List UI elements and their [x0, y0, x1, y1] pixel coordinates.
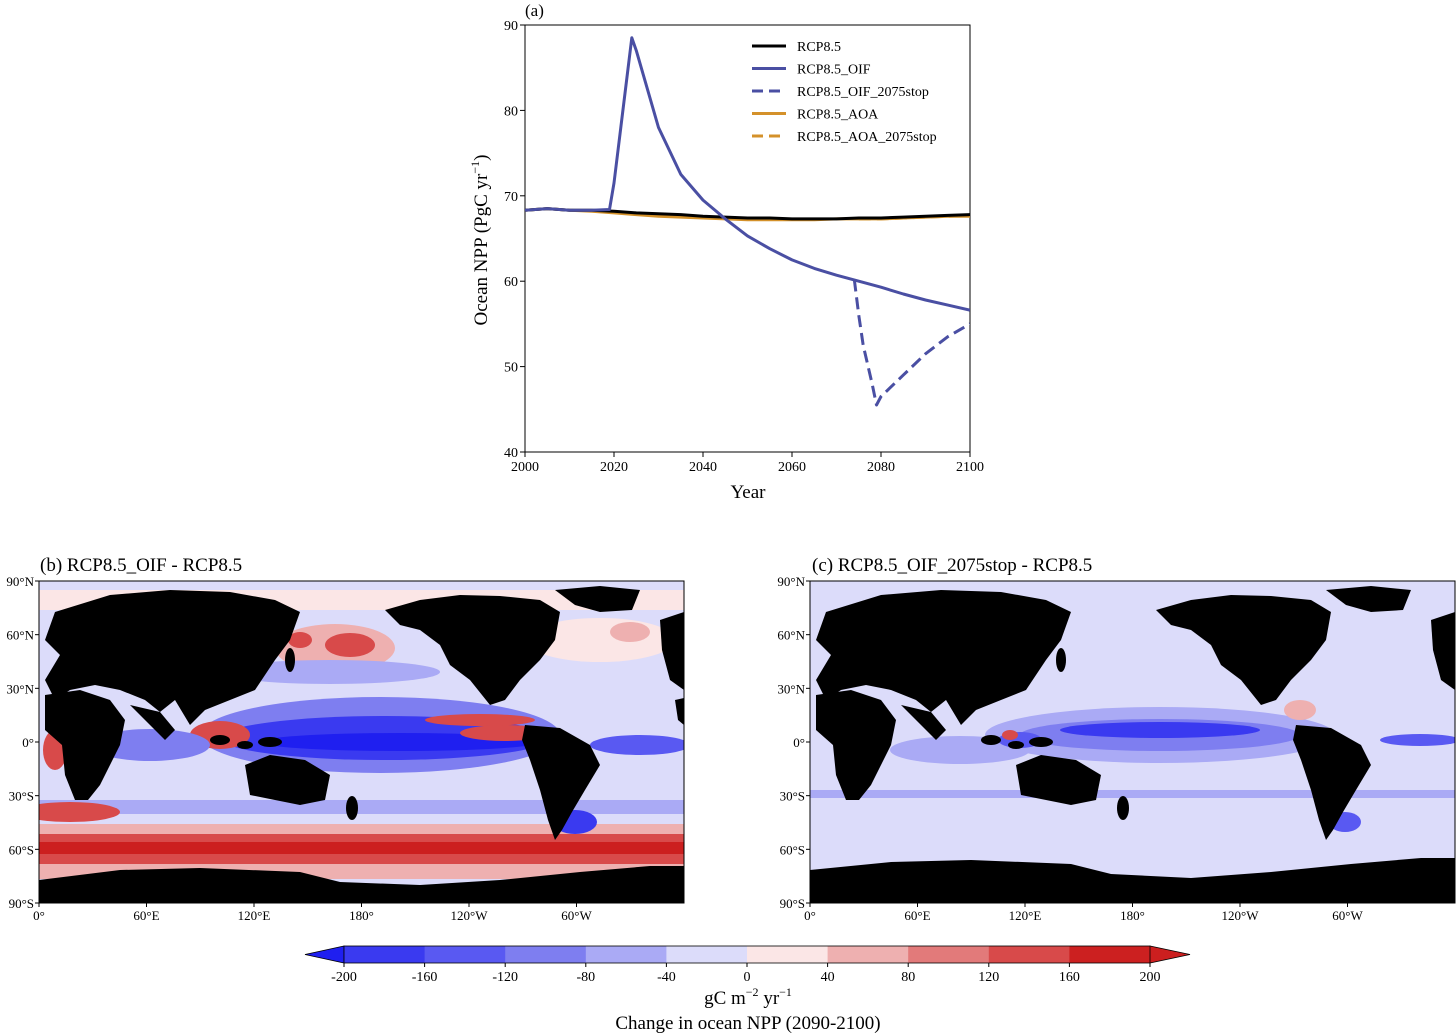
- lat-tick-label: 30°S: [9, 789, 34, 804]
- lon-tick-label: 180°: [1120, 908, 1145, 923]
- lon-tick-label: 120°E: [1009, 908, 1042, 923]
- map-b-axes: 90°N60°N30°N0°30°S60°S90°S0° 60°E 120°E 180…: [6, 574, 592, 923]
- colorbar-segment: [344, 946, 426, 963]
- y-tick-label: 90: [504, 19, 518, 34]
- colorbar-segment: [908, 946, 990, 963]
- legend-label: RCP8.5_OIF_2075stop: [797, 85, 929, 100]
- colorbar-tick-label: 40: [821, 970, 835, 985]
- lat-tick-label: 60°N: [777, 628, 805, 643]
- colorbar-tick-label: -80: [576, 970, 595, 985]
- lon-tick-label: 60°W: [1332, 908, 1363, 923]
- x-axis-label: Year: [730, 482, 766, 503]
- x-tick-label: 2060: [778, 460, 806, 475]
- colorbar-segment: [424, 946, 506, 963]
- y-tick-label: 50: [504, 361, 518, 376]
- colorbar: -200 -160 -120 -80 -40 0 40 80 120 160 200 gC m−2 …: [304, 945, 1191, 1033]
- lon-tick-label: 180°: [349, 908, 374, 923]
- lon-tick-label: 60°E: [904, 908, 930, 923]
- lon-tick-label: 120°E: [238, 908, 271, 923]
- colorbar-tick-label: -160: [412, 970, 438, 985]
- x-tick-label: 2040: [689, 460, 717, 475]
- panel-c-label: (c) RCP8.5_OIF_2075stop - RCP8.5: [812, 555, 1092, 576]
- colorbar-tick-label: 120: [978, 970, 999, 985]
- map-c-axes: 90°N60°N30°N0°30°S60°S90°S0° 60°E 120°E 180…: [777, 574, 1363, 923]
- lon-tick-label: 0°: [33, 908, 45, 923]
- colorbar-tick-label: -200: [331, 970, 357, 985]
- colorbar-unit: gC m−2 yr−1: [704, 985, 792, 1009]
- x-tick-label: 2020: [600, 460, 628, 475]
- colorbar-over-arrow: [1149, 945, 1191, 964]
- lon-tick-label: 60°W: [561, 908, 592, 923]
- legend-label: RCP8.5_AOA_2075stop: [797, 130, 937, 145]
- legend-label: RCP8.5_AOA: [797, 108, 879, 123]
- series-group: [525, 36, 970, 407]
- legend-label: RCP8.5: [797, 40, 841, 55]
- colorbar-tick-label: 0: [744, 970, 751, 985]
- series-line-rcp8-5-oif-2075stop: [852, 279, 970, 407]
- x-tick-label: 2000: [511, 460, 539, 475]
- colorbar-tick-label: -40: [657, 970, 676, 985]
- y-axis: 40 50 60 70 80 90: [504, 19, 525, 461]
- lat-tick-label: 60°S: [9, 842, 34, 857]
- lat-tick-label: 30°N: [6, 681, 34, 696]
- map-b-land: [39, 586, 684, 903]
- lat-tick-label: 90°S: [780, 896, 805, 911]
- map-panel-c: (c) RCP8.5_OIF_2075stop - RCP8.5: [777, 555, 1456, 923]
- panel-a-label: (a): [525, 1, 544, 20]
- lon-tick-label: 60°E: [133, 908, 159, 923]
- colorbar-segment: [585, 946, 667, 963]
- colorbar-segment: [827, 946, 909, 963]
- lat-tick-label: 0°: [22, 735, 34, 750]
- lon-tick-label: 120°W: [1222, 908, 1260, 923]
- lat-tick-label: 0°: [793, 735, 805, 750]
- colorbar-tick-label: -120: [492, 970, 518, 985]
- map-panel-b: (b) RCP8.5_OIF - RCP8.5: [6, 555, 685, 923]
- lon-tick-label: 120°W: [451, 908, 489, 923]
- y-axis-label: Ocean NPP (PgC yr−1): [468, 155, 492, 326]
- line-chart-panel: (a) 2000 2020 2040 2060 2080 2100 40 50 60 70 80 9…: [468, 1, 984, 503]
- colorbar-tick-label: 200: [1140, 970, 1161, 985]
- y-tick-label: 60: [504, 275, 518, 290]
- colorbar-segment: [988, 946, 1070, 963]
- colorbar-segment: [505, 946, 587, 963]
- colorbar-segment: [747, 946, 829, 963]
- lat-tick-label: 90°N: [6, 574, 34, 589]
- colorbar-segment: [1069, 946, 1151, 963]
- y-tick-label: 40: [504, 446, 518, 461]
- colorbar-under-arrow: [304, 945, 345, 964]
- legend-label: RCP8.5_OIF: [797, 63, 871, 78]
- y-tick-label: 70: [504, 190, 518, 205]
- panel-b-label: (b) RCP8.5_OIF - RCP8.5: [40, 555, 242, 576]
- plot-area-frame: [524, 24, 971, 453]
- x-tick-label: 2100: [956, 460, 984, 475]
- colorbar-tick-label: 160: [1059, 970, 1080, 985]
- lat-tick-label: 30°S: [780, 789, 805, 804]
- colorbar-title: Change in ocean NPP (2090-2100): [615, 1013, 880, 1033]
- colorbar-tick-label: 80: [901, 970, 915, 985]
- lon-tick-label: 0°: [804, 908, 816, 923]
- colorbar-segment: [666, 946, 748, 963]
- series-line-rcp8-5-oif: [525, 36, 970, 312]
- x-tick-label: 2080: [867, 460, 895, 475]
- lat-tick-label: 60°S: [780, 842, 805, 857]
- legend: RCP8.5 RCP8.5_OIF RCP8.5_OIF_2075stop RCP8.…: [752, 40, 937, 145]
- lat-tick-label: 30°N: [777, 681, 805, 696]
- x-axis: 2000 2020 2040 2060 2080 2100: [511, 452, 984, 475]
- lat-tick-label: 90°N: [777, 574, 805, 589]
- y-tick-label: 80: [504, 104, 518, 119]
- lat-tick-label: 90°S: [9, 896, 34, 911]
- map-c-land: [810, 586, 1455, 903]
- lat-tick-label: 60°N: [6, 628, 34, 643]
